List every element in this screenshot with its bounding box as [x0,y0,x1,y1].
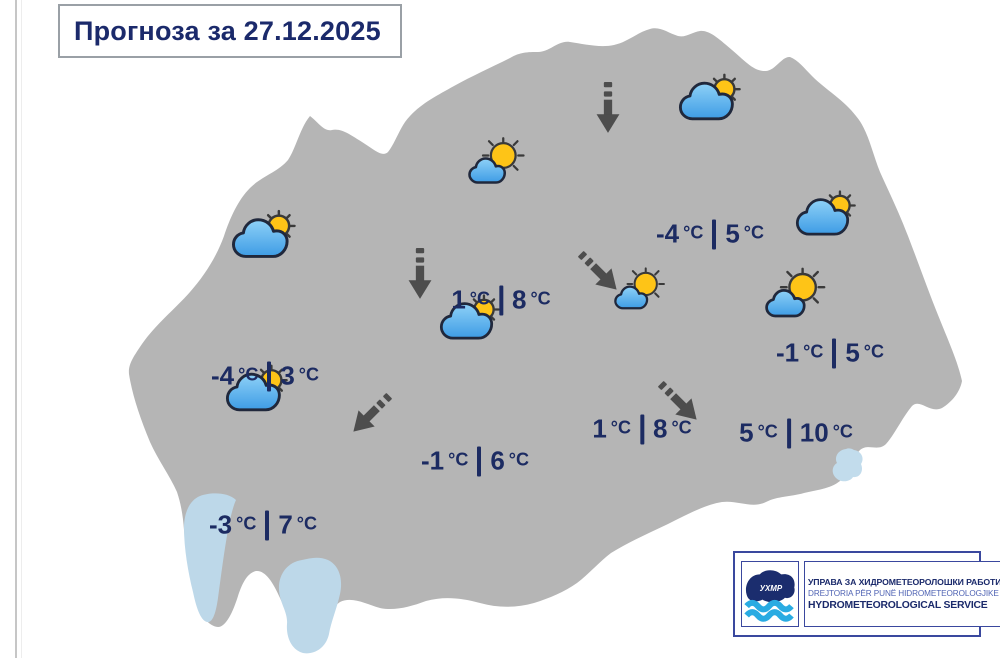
temperature-label: -1 °C 5 °C [776,338,884,369]
temp-low: -4 [211,360,235,391]
temperature-label: -3 °C 7 °C [209,510,317,541]
uhmr-acronym: УХМР [760,584,783,593]
temp-high: 8 [512,284,527,315]
temp-separator [267,361,272,391]
page-edge-line [15,0,17,658]
temp-high: 5 [845,337,860,368]
temp-unit: °C [832,421,853,442]
temperature-label: 1 °C 8 °C [592,413,692,445]
temperature-label: -4 °C 3 °C [211,361,319,392]
partly-cloudy-icon [231,209,297,262]
temp-unit: °C [236,513,257,534]
temp-unit: °C [530,288,551,309]
temp-high: 6 [490,445,505,476]
temp-separator [477,446,482,476]
temp-unit: °C [469,288,490,309]
logo-line-en: HYDROMETEOROLOGICAL SERVICE [808,600,988,611]
logo-line-sq: DREJTORIA PËR PUNË HIDROMETEOROLOGJIKE [808,589,999,598]
temp-unit: °C [683,222,704,243]
temp-high: 8 [653,413,668,444]
temp-unit: °C [298,364,319,385]
logo-line-mk: УПРАВА ЗА ХИДРОМЕТЕОРОЛОШКИ РАБОТИ [808,577,1000,587]
partly-cloudy-icon [795,189,857,239]
partly-cloudy-icon [614,266,668,311]
temp-high: 7 [278,509,293,540]
temp-high: 10 [799,417,829,448]
temp-separator [786,418,791,448]
page-edge-line-faint [21,0,22,658]
temp-separator [499,285,503,315]
wind-arrow-down-icon [407,248,434,300]
temp-unit: °C [508,449,529,470]
country-silhouette [128,28,962,651]
temp-unit: °C [448,449,469,470]
temperature-label: -1 °C 6 °C [421,446,529,477]
temp-low: 1 [592,413,607,444]
temp-separator [265,510,270,540]
temp-unit: °C [803,341,824,362]
temp-unit: °C [671,417,692,438]
temp-unit: °C [296,513,317,534]
temp-low: -1 [421,445,445,476]
temp-low: 5 [739,417,754,448]
hydromet-service-text: УПРАВА ЗА ХИДРОМЕТЕОРОЛОШКИ РАБОТИ DREJT… [804,561,1000,627]
temp-unit: °C [743,222,764,243]
temp-high: 3 [280,360,295,391]
temperature-label: -4 °C 5 °C [656,219,764,250]
hydromet-service-logo: УХМР УПРАВА ЗА ХИДРОМЕТЕОРОЛОШКИ РАБОТИ … [733,551,1000,637]
forecast-title-box: Прогноза за 27.12.2025 [58,4,402,58]
temp-unit: °C [610,417,631,438]
temp-low: -1 [776,337,800,368]
temp-unit: °C [863,341,884,362]
temperature-label: 5 °C 10 °C [739,418,853,449]
temperature-label: 1 °C 8 °C [451,284,551,316]
temp-separator [712,219,717,249]
temp-separator [640,414,644,444]
temp-unit: °C [757,421,778,442]
forecast-title: Прогноза за 27.12.2025 [74,15,381,46]
temp-separator [832,338,837,368]
partly-cloudy-icon [765,266,829,319]
lake-prespa [278,557,342,654]
lake-dojran [832,448,863,482]
partly-cloudy-icon [678,72,742,123]
temp-high: 5 [725,218,740,249]
lake-ohrid [184,493,236,623]
temp-unit: °C [238,364,259,385]
wind-arrow-down-icon [595,82,622,134]
temp-low: -4 [656,218,680,249]
uhmr-wave-logo-icon: УХМР [741,561,799,627]
temp-low: 1 [451,284,466,315]
partly-cloudy-icon [468,135,528,185]
temp-low: -3 [209,509,233,540]
